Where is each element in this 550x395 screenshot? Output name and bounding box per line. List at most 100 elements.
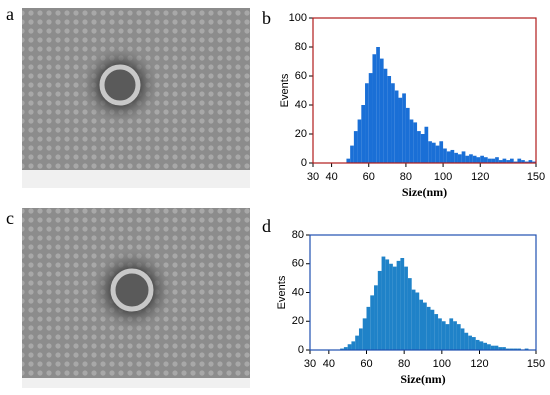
bar — [457, 154, 462, 163]
bar — [346, 158, 351, 163]
bar — [454, 152, 458, 163]
bar — [417, 131, 421, 163]
bar — [391, 83, 395, 163]
bar — [502, 158, 507, 163]
bar — [480, 155, 484, 163]
bar — [498, 347, 503, 350]
bar — [381, 256, 386, 350]
bar — [383, 68, 388, 163]
bar — [366, 306, 371, 350]
bar — [361, 105, 366, 163]
bar — [343, 347, 348, 350]
x-tick-label: 60 — [363, 171, 375, 183]
panel-label: b — [262, 8, 271, 28]
bar — [362, 318, 367, 350]
x-tick-label: 60 — [360, 358, 372, 370]
bar — [505, 348, 510, 350]
bar — [475, 339, 480, 350]
plot-frame — [309, 234, 537, 351]
bar — [368, 73, 373, 163]
bar — [513, 348, 518, 350]
bar — [428, 141, 432, 163]
bar — [400, 258, 405, 350]
bar — [494, 345, 499, 350]
x-tick-label: 100 — [434, 171, 452, 183]
bar — [464, 332, 469, 350]
bar — [402, 93, 406, 163]
bar — [468, 335, 472, 350]
bar — [394, 90, 399, 163]
tem-image-a — [22, 8, 250, 188]
y-tick-label: 0 — [301, 157, 307, 169]
y-tick-label: 40 — [295, 99, 307, 111]
bar — [479, 341, 484, 350]
y-axis-label: Events — [276, 275, 288, 309]
bar — [491, 158, 496, 163]
x-tick-label: 150 — [527, 358, 545, 370]
bar — [405, 107, 410, 163]
bar — [521, 160, 525, 163]
x-tick-label: 80 — [398, 358, 410, 370]
bar — [439, 141, 444, 163]
x-tick-label: 120 — [471, 171, 489, 183]
bar — [524, 161, 529, 163]
bar — [351, 341, 356, 350]
bar — [350, 145, 354, 163]
bar — [407, 278, 412, 350]
bar — [385, 259, 390, 350]
bar — [528, 160, 533, 163]
x-tick-label: 150 — [527, 171, 545, 183]
bar — [387, 76, 392, 163]
bar — [404, 266, 408, 350]
bar — [424, 126, 429, 163]
x-tick-label: 100 — [433, 358, 451, 370]
x-axis-label: Size(nm) — [402, 185, 447, 199]
bar — [372, 54, 377, 163]
bar — [445, 324, 450, 350]
bar — [441, 321, 446, 350]
bar — [460, 328, 465, 350]
tem-image-c — [22, 208, 250, 388]
plot-frame — [312, 17, 537, 164]
bar — [532, 161, 536, 163]
x-tick-label: 30 — [304, 358, 316, 370]
bar — [509, 348, 514, 350]
bar — [420, 134, 425, 163]
x-tick-label: 30 — [307, 171, 319, 183]
bar — [389, 263, 393, 350]
bar — [347, 344, 352, 350]
bar — [487, 344, 491, 350]
y-tick-label: 20 — [292, 315, 304, 327]
panel-label: a — [6, 4, 14, 24]
bar — [495, 157, 499, 163]
bar — [490, 345, 495, 350]
bar — [472, 155, 477, 163]
bar — [355, 335, 359, 350]
bar — [431, 142, 436, 163]
y-tick-label: 80 — [295, 41, 307, 53]
bar — [379, 58, 384, 163]
bar — [453, 321, 457, 350]
bar — [461, 151, 466, 163]
bar — [377, 270, 382, 350]
bar — [487, 158, 492, 163]
bar — [353, 131, 358, 163]
bar — [456, 324, 461, 350]
bar — [517, 158, 522, 163]
bar — [370, 295, 375, 350]
panel-label: c — [6, 208, 14, 228]
bar — [430, 309, 435, 350]
y-tick-label: 40 — [292, 286, 304, 298]
bar — [365, 83, 369, 163]
bar — [509, 158, 514, 163]
bar — [438, 318, 442, 350]
bar — [483, 342, 488, 350]
y-tick-label: 100 — [289, 12, 307, 24]
x-axis-label: Size(nm) — [400, 372, 445, 386]
x-tick-label: 40 — [323, 358, 335, 370]
bar — [409, 119, 414, 163]
bar — [524, 348, 529, 350]
bar — [443, 148, 447, 163]
bar — [446, 151, 451, 163]
